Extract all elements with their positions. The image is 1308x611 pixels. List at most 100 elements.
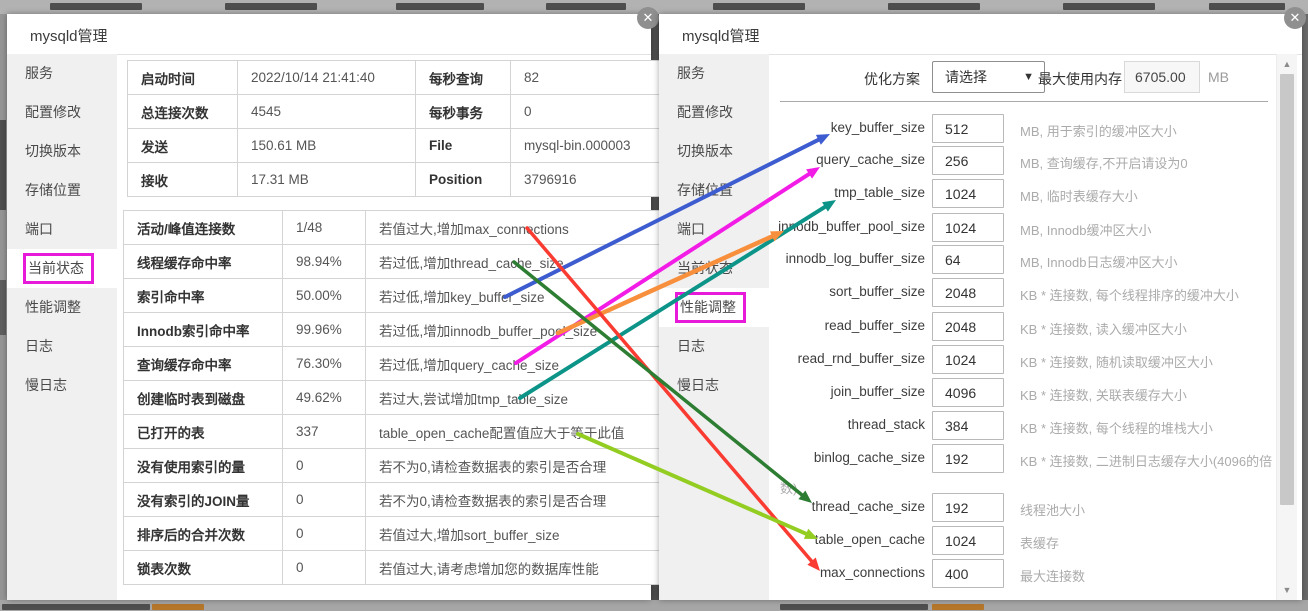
- right-sidebar-item-label: 端口: [677, 221, 705, 237]
- param-row-binlog_cache_size: binlog_cache_size KB * 连接数, 二进制日志缓存大小(409…: [769, 444, 1289, 475]
- left-dialog-title: mysqld管理: [30, 28, 108, 45]
- dialog-current-status: mysqld管理 ✕ 服务配置修改切换版本存储位置端口 当前状态性能调整日志慢日志…: [7, 7, 675, 600]
- status-value-cell: 337: [282, 414, 366, 449]
- left-sidebar-item-4[interactable]: 存储位置: [7, 171, 117, 210]
- right-close-icon[interactable]: ✕: [1284, 7, 1306, 29]
- status-hint-cell: 若过低,增加key_buffer_size: [365, 278, 665, 313]
- param-input-query_cache_size[interactable]: [932, 146, 1004, 175]
- param-name-label: binlog_cache_size: [813, 450, 925, 465]
- param-input-table_open_cache[interactable]: [932, 526, 1004, 555]
- right-sidebar-item-1[interactable]: 服务: [659, 54, 769, 93]
- left-sidebar-item-label: 服务: [25, 65, 53, 81]
- status-label-cell: 锁表次数: [123, 550, 283, 585]
- backdrop-text-block: [932, 604, 984, 610]
- param-input-sort_buffer_size[interactable]: [932, 278, 1004, 307]
- dimmed-backdrop-top: [0, 0, 1308, 14]
- dimmed-backdrop-bottom: [0, 600, 1308, 611]
- right-sidebar-item-6[interactable]: 当前状态: [659, 249, 769, 288]
- param-hint-text: MB, 查询缓存,不开启请设为0: [1020, 156, 1188, 171]
- param-row-max_connections: max_connections 最大连接数: [769, 559, 1289, 590]
- right-sidebar-item-label: 配置修改: [677, 104, 733, 120]
- left-sidebar-item-7[interactable]: 性能调整: [7, 288, 117, 327]
- info-value-cell: 82: [510, 60, 675, 95]
- param-input-join_buffer_size[interactable]: [932, 378, 1004, 407]
- param-input-max_connections[interactable]: [932, 559, 1004, 588]
- info-label-cell: 接收: [127, 162, 238, 197]
- left-sidebar-item-1[interactable]: 服务: [7, 54, 117, 93]
- left-sidebar-item-label: 性能调整: [25, 299, 81, 315]
- info-label-cell: 发送: [127, 128, 238, 163]
- status-label-cell: 已打开的表: [123, 414, 283, 449]
- optimize-plan-select[interactable]: 请选择 ▼: [932, 61, 1045, 93]
- scroll-down-icon[interactable]: ▼: [1282, 585, 1292, 595]
- right-sidebar-item-label: 存储位置: [677, 182, 733, 198]
- left-sidebar-item-9[interactable]: 慢日志: [7, 366, 117, 405]
- left-sidebar-item-label: 存储位置: [25, 182, 81, 198]
- scroll-up-icon[interactable]: ▲: [1282, 59, 1292, 69]
- status-value-cell: 99.96%: [282, 312, 366, 347]
- info-label-cell: Position: [415, 162, 511, 197]
- left-sidebar-item-3[interactable]: 切换版本: [7, 132, 117, 171]
- param-row-tmp_table_size: tmp_table_size MB, 临时表缓存大小: [769, 179, 1289, 210]
- status-metrics-table: 活动/峰值连接数 1/48 若值过大,增加max_connections 线程缓存命中…: [123, 210, 665, 585]
- table-row: 已打开的表 337 table_open_cache配置值应大于等于此值: [123, 414, 665, 449]
- status-value-cell: 49.62%: [282, 380, 366, 415]
- param-input-read_rnd_buffer_size[interactable]: [932, 345, 1004, 374]
- param-input-innodb_buffer_pool_size[interactable]: [932, 213, 1004, 242]
- status-hint-cell: 若过低,增加thread_cache_size: [365, 244, 665, 279]
- left-sidebar-item-6[interactable]: 当前状态: [7, 249, 117, 288]
- table-row: 创建临时表到磁盘 49.62% 若过大,尝试增加tmp_table_size: [123, 380, 665, 415]
- left-sidebar-item-label: 慢日志: [25, 377, 67, 393]
- status-value-cell: 0: [282, 448, 366, 483]
- param-name-label: thread_stack: [847, 417, 925, 432]
- right-sidebar-item-5[interactable]: 端口: [659, 210, 769, 249]
- right-sidebar-item-2[interactable]: 配置修改: [659, 93, 769, 132]
- left-sidebar-item-8[interactable]: 日志: [7, 327, 117, 366]
- right-sidebar-item-3[interactable]: 切换版本: [659, 132, 769, 171]
- scrollbar-track[interactable]: ▲ ▼: [1276, 54, 1297, 600]
- right-sidebar-item-9[interactable]: 慢日志: [659, 366, 769, 405]
- left-close-icon[interactable]: ✕: [637, 7, 659, 29]
- right-sidebar-item-4[interactable]: 存储位置: [659, 171, 769, 210]
- param-input-key_buffer_size[interactable]: [932, 114, 1004, 143]
- left-sidebar-item-5[interactable]: 端口: [7, 210, 117, 249]
- right-sidebar-item-label: 服务: [677, 65, 705, 81]
- param-input-innodb_log_buffer_size[interactable]: [932, 245, 1004, 274]
- status-hint-cell: 若过低,增加query_cache_size: [365, 346, 665, 381]
- param-name-label: sort_buffer_size: [829, 284, 925, 299]
- status-value-cell: 1/48: [282, 210, 366, 245]
- info-value-cell: 17.31 MB: [237, 162, 416, 197]
- max-memory-input[interactable]: [1124, 61, 1200, 93]
- right-sidebar-item-7[interactable]: 性能调整: [659, 288, 769, 327]
- table-row: 没有使用索引的量 0 若不为0,请检查数据表的索引是否合理: [123, 448, 665, 483]
- param-name-label: max_connections: [819, 565, 925, 580]
- param-row-key_buffer_size: key_buffer_size MB, 用于索引的缓冲区大小: [769, 114, 1289, 145]
- left-sidebar-item-2[interactable]: 配置修改: [7, 93, 117, 132]
- right-sidebar-item-label: 当前状态: [677, 260, 733, 276]
- backdrop-text-block: [1209, 3, 1285, 10]
- param-name-label: key_buffer_size: [830, 120, 925, 135]
- status-hint-cell: table_open_cache配置值应大于等于此值: [365, 414, 665, 449]
- param-input-binlog_cache_size[interactable]: [932, 444, 1004, 473]
- param-hint-text: KB * 连接数, 关联表缓存大小: [1020, 388, 1187, 403]
- backdrop-text-block: [396, 3, 484, 10]
- param-input-tmp_table_size[interactable]: [932, 179, 1004, 208]
- param-input-thread_cache_size[interactable]: [932, 493, 1004, 522]
- right-sidebar: 服务配置修改切换版本存储位置端口当前状态性能调整 日志 慢日志: [659, 54, 769, 600]
- backdrop-text-block: [1063, 3, 1155, 10]
- param-row-innodb_log_buffer_size: innodb_log_buffer_size MB, Innodb日志缓冲区大小: [769, 245, 1289, 276]
- param-row-query_cache_size: query_cache_size MB, 查询缓存,不开启请设为0: [769, 146, 1289, 177]
- param-input-thread_stack[interactable]: [932, 411, 1004, 440]
- table-row: 线程缓存命中率 98.94% 若过低,增加thread_cache_size: [123, 244, 665, 279]
- left-sidebar-item-label: 配置修改: [25, 104, 81, 120]
- backdrop-text-block: [152, 604, 204, 610]
- right-sidebar-item-8[interactable]: 日志: [659, 327, 769, 366]
- status-hint-cell: 若过低,增加innodb_buffer_pool_size: [365, 312, 665, 347]
- right-sidebar-item-label: 切换版本: [677, 143, 733, 159]
- scrollbar-thumb[interactable]: [1280, 74, 1294, 505]
- info-value-cell: 2022/10/14 21:41:40: [237, 60, 416, 95]
- param-input-read_buffer_size[interactable]: [932, 312, 1004, 341]
- backdrop-text-block: [225, 3, 317, 10]
- backdrop-text-block: [713, 3, 805, 10]
- param-hint-text: KB * 连接数, 二进制日志缓存大小(4096的倍: [1020, 454, 1273, 469]
